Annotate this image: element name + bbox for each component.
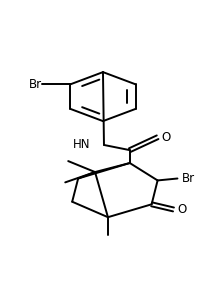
Text: O: O [162,131,171,144]
Text: Br: Br [181,172,195,185]
Text: Br: Br [28,78,42,91]
Text: HN: HN [73,139,90,152]
Text: O: O [177,203,187,216]
